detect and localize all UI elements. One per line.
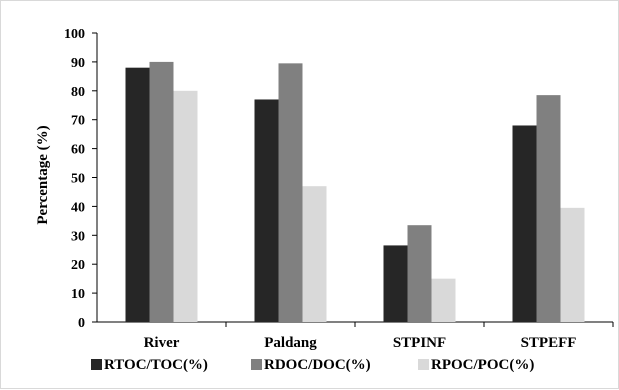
bar <box>149 61 174 323</box>
y-tick-label: 80 <box>71 85 85 100</box>
bars <box>125 61 585 323</box>
bar <box>560 207 585 322</box>
legend-swatch <box>91 359 102 370</box>
bar <box>302 186 327 322</box>
bar <box>278 63 303 322</box>
legend-label: RPOC/POC(%) <box>431 357 534 373</box>
bar <box>407 225 432 322</box>
legend: RTOC/TOC(%) RDOC/DOC(%) RPOC/POC(%) <box>91 357 534 373</box>
legend-label: RDOC/DOC(%) <box>264 357 371 373</box>
x-category-label: Paldang <box>264 335 317 351</box>
x-category-label: STPINF <box>393 335 446 351</box>
y-tick-label: 60 <box>71 143 85 158</box>
bar <box>173 90 198 322</box>
legend-swatch <box>251 359 262 370</box>
y-tick-label: 20 <box>71 258 85 273</box>
y-tick-label: 10 <box>71 287 85 302</box>
y-tick-label: 100 <box>64 27 85 42</box>
y-tick-label: 30 <box>71 229 85 244</box>
y-tick-label: 90 <box>71 56 85 71</box>
bar <box>254 99 279 322</box>
bar <box>383 245 408 322</box>
bar <box>431 278 456 322</box>
y-tick-label: 50 <box>71 172 85 187</box>
y-tick-label: 0 <box>78 316 85 331</box>
legend-label: RTOC/TOC(%) <box>104 357 208 373</box>
legend-swatch <box>418 359 429 370</box>
bar <box>512 125 537 322</box>
y-axis-title: Percentage (%) <box>35 125 51 224</box>
x-category-label: River <box>144 335 180 351</box>
y-tick-label: 70 <box>71 114 85 129</box>
y-tick-label: 40 <box>71 200 85 215</box>
labels: 0 10 20 30 40 50 60 70 80 90 100 River Paldang STPINF… <box>64 27 576 351</box>
x-category-label: STPEFF <box>521 335 577 351</box>
bar <box>125 67 150 323</box>
bar <box>536 95 561 322</box>
